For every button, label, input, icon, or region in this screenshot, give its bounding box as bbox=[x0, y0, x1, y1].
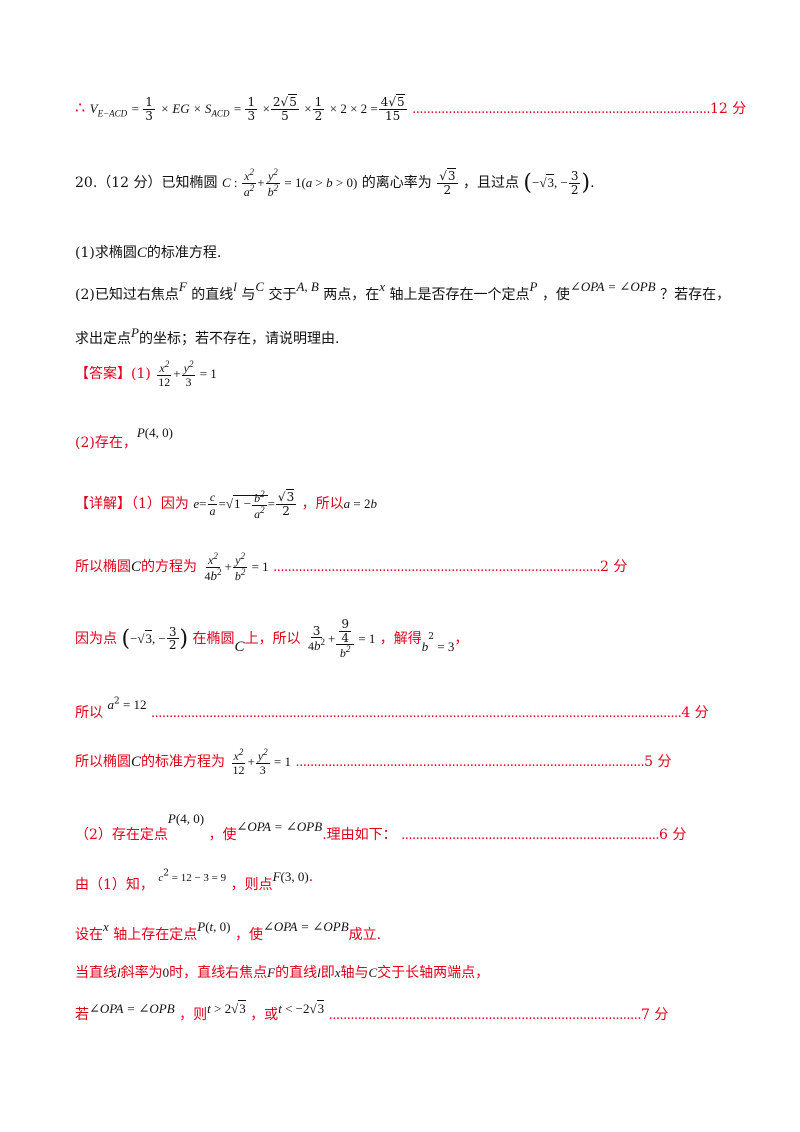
dot-leader: ........................................… bbox=[412, 102, 710, 118]
score-label: 6 分 bbox=[659, 827, 687, 843]
dot-leader: ........................................… bbox=[150, 706, 682, 721]
detail-step1: 【详解】（1）因为 e= c a =√1 − b2 a2 = √3 2 ，所以a = 2b bbox=[75, 488, 377, 521]
dot-leader: ........................................… bbox=[401, 828, 659, 843]
detail-step4: 所以 a2 = 12 .............................… bbox=[75, 696, 709, 721]
dot-leader: ........................................… bbox=[328, 1008, 642, 1023]
question-20-line: 20.（12 分）已知椭圆 C : x2 a2 + y2 b2 = 1(a > b > … bbox=[75, 167, 595, 199]
dot-leader: ........................................… bbox=[273, 560, 601, 576]
score-label: 5 分 bbox=[644, 754, 672, 771]
detail-step7: 由（1）知， c2 = 12 − 3 = 9 ，则点F(3, 0). bbox=[75, 868, 314, 893]
detail-step2: 所以椭圆C的方程为 x2 4b2 + y2 b2 = 1 ...............… bbox=[75, 551, 628, 583]
detail-step10: 若∠OPA = ∠OPB ，则t > 2√3 ，或t < −2√3 ......… bbox=[75, 1000, 669, 1023]
answer-part1: 【答案】(1) x2 12 + y2 3 = 1 bbox=[75, 359, 217, 389]
question-20-part1: (1)求椭圆C的标准方程. bbox=[75, 245, 222, 261]
answer-part2: (2)存在，P(4, 0) bbox=[75, 425, 173, 451]
dot-leader: ........................................… bbox=[295, 755, 645, 771]
score-label: 2 分 bbox=[600, 559, 628, 576]
score-label: 7 分 bbox=[640, 1007, 669, 1023]
detail-step8: 设在x 轴上存在定点P(t, 0) ，使∠OPA = ∠OPB成立. bbox=[75, 919, 382, 943]
question-20-part2-cont: 求出定点P的坐标；若不存在，请说明理由. bbox=[75, 325, 340, 347]
detail-step5: 所以椭圆C的标准方程为 x2 12 + y2 3 = 1 ...............… bbox=[75, 747, 672, 777]
detail-step6: （2）存在定点P(4, 0) ，使∠OPA = ∠OPB.理由如下： .....… bbox=[75, 811, 687, 843]
score-label: 12 分 bbox=[709, 101, 747, 118]
detail-step9: 当直线l斜率为0时，直线右焦点F的直线l即x轴与C交于长轴两端点， bbox=[75, 965, 490, 981]
question-20-part2: (2)已知过右焦点F 的直线l 与C 交于A, B 两点，在x 轴上是否存在一个… bbox=[75, 279, 731, 303]
detail-step3: 因为点 (−√3, −3 2) 在椭圆C上，所以 3 4b2 +9 4 b2 = 1 ，解… bbox=[75, 617, 469, 661]
score-label: 4 分 bbox=[681, 705, 709, 721]
